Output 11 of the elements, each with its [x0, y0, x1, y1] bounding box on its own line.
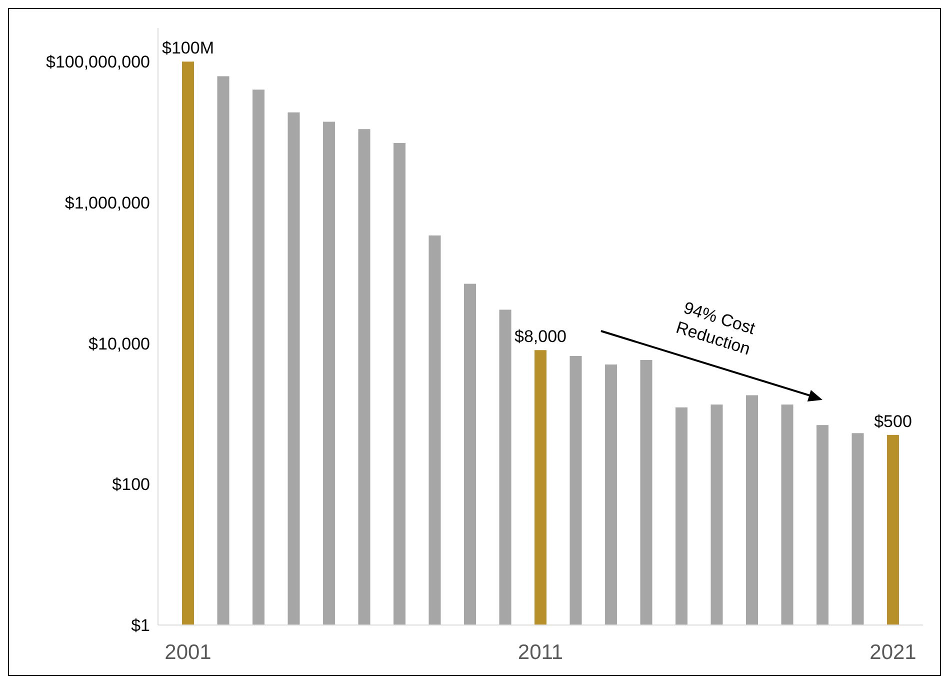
y-tick-label: $100: [112, 475, 150, 494]
x-tick-label: 2021: [870, 641, 916, 664]
data-label: $8,000: [514, 327, 566, 346]
x-tick-label: 2011: [518, 641, 564, 664]
y-tick-label: $1: [131, 616, 150, 635]
y-tick-label: $100,000,000: [46, 52, 150, 72]
data-label: $100M: [162, 38, 214, 58]
x-tick-label: 2001: [164, 641, 212, 664]
y-tick-label: $10,000: [88, 334, 150, 354]
y-tick-label: $1,000,000: [64, 193, 150, 212]
data-label: $500: [874, 412, 912, 431]
